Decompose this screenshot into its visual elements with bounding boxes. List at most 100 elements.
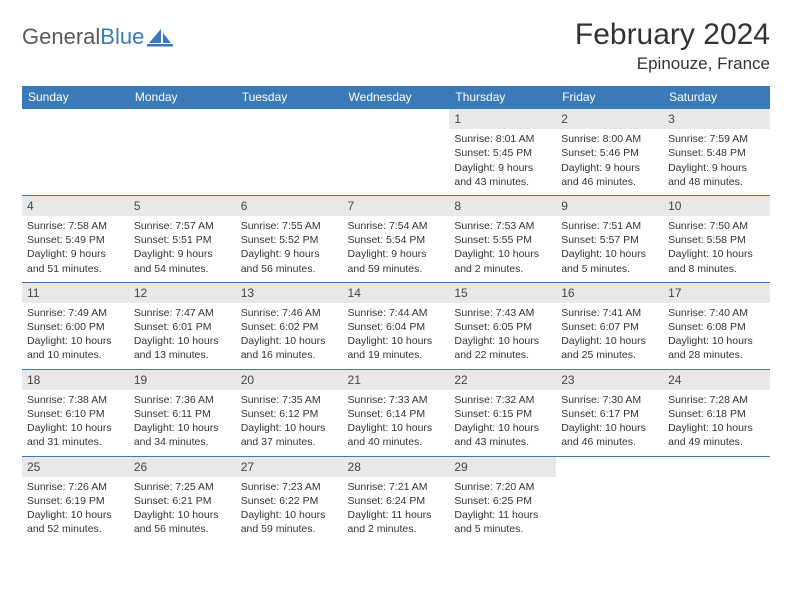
day-cell: 16Sunrise: 7:41 AMSunset: 6:07 PMDayligh… <box>556 282 663 369</box>
week-row: 11Sunrise: 7:49 AMSunset: 6:00 PMDayligh… <box>22 282 770 369</box>
sunrise-text: Sunrise: 7:43 AM <box>454 306 551 320</box>
week-row: 18Sunrise: 7:38 AMSunset: 6:10 PMDayligh… <box>22 369 770 456</box>
sunset-text: Sunset: 5:54 PM <box>348 233 445 247</box>
day-cell: 18 Sunrise: 7:38 AMSunset: 6:10 PMDayligh… <box>22 369 129 456</box>
brand-part1: General <box>22 24 100 50</box>
sunset-text: Sunset: 6:04 PM <box>348 320 445 334</box>
sunset-text: Sunset: 5:58 PM <box>668 233 765 247</box>
day-number: 10 <box>663 196 770 216</box>
daylight-text: Daylight: 10 hours and 59 minutes. <box>241 508 338 536</box>
day-number: 7 <box>343 196 450 216</box>
sunset-text: Sunset: 6:18 PM <box>668 407 765 421</box>
day-number: 18 <box>22 370 129 390</box>
day-number: 24 <box>663 370 770 390</box>
sunset-text: Sunset: 5:57 PM <box>561 233 658 247</box>
day-number: 15 <box>449 283 556 303</box>
empty-cell: . <box>556 456 663 542</box>
day-cell: 25Sunrise: 7:26 AMSunset: 6:19 PMDayligh… <box>22 456 129 542</box>
daylight-text: Daylight: 9 hours and 48 minutes. <box>668 161 765 189</box>
day-number: 2 <box>556 109 663 129</box>
daylight-text: Daylight: 11 hours and 2 minutes. <box>348 508 445 536</box>
brand-logo: GeneralBlue <box>22 18 173 50</box>
day-number: 16 <box>556 283 663 303</box>
sunrise-text: Sunrise: 7:38 AM <box>27 393 124 407</box>
day-cell: 1Sunrise: 8:01 AMSunset: 5:45 PMDaylight… <box>449 109 556 196</box>
sunset-text: Sunset: 6:15 PM <box>454 407 551 421</box>
day-header: Wednesday <box>343 86 450 109</box>
daylight-text: Daylight: 9 hours and 56 minutes. <box>241 247 338 275</box>
daylight-text: Daylight: 10 hours and 22 minutes. <box>454 334 551 362</box>
day-cell: 2Sunrise: 8:00 AMSunset: 5:46 PMDaylight… <box>556 109 663 196</box>
day-cell: 22Sunrise: 7:32 AMSunset: 6:15 PMDayligh… <box>449 369 556 456</box>
week-row: 25Sunrise: 7:26 AMSunset: 6:19 PMDayligh… <box>22 456 770 542</box>
day-number: 4 <box>22 196 129 216</box>
daylight-text: Daylight: 10 hours and 19 minutes. <box>348 334 445 362</box>
sunset-text: Sunset: 5:45 PM <box>454 146 551 160</box>
daylight-text: Daylight: 10 hours and 31 minutes. <box>27 421 124 449</box>
day-cell: 29Sunrise: 7:20 AMSunset: 6:25 PMDayligh… <box>449 456 556 542</box>
sunset-text: Sunset: 6:10 PM <box>27 407 124 421</box>
day-number: 23 <box>556 370 663 390</box>
day-cell: 28Sunrise: 7:21 AMSunset: 6:24 PMDayligh… <box>343 456 450 542</box>
week-row: ....1Sunrise: 8:01 AMSunset: 5:45 PMDayl… <box>22 109 770 196</box>
daylight-text: Daylight: 10 hours and 5 minutes. <box>561 247 658 275</box>
day-cell: 19Sunrise: 7:36 AMSunset: 6:11 PMDayligh… <box>129 369 236 456</box>
empty-cell: . <box>343 109 450 196</box>
day-number: 25 <box>22 457 129 477</box>
daylight-text: Daylight: 10 hours and 52 minutes. <box>27 508 124 536</box>
daylight-text: Daylight: 10 hours and 34 minutes. <box>134 421 231 449</box>
empty-cell: . <box>236 109 343 196</box>
sunrise-text: Sunrise: 7:46 AM <box>241 306 338 320</box>
sunset-text: Sunset: 6:05 PM <box>454 320 551 334</box>
day-number: 29 <box>449 457 556 477</box>
day-number: 14 <box>343 283 450 303</box>
sunset-text: Sunset: 6:08 PM <box>668 320 765 334</box>
daylight-text: Daylight: 11 hours and 5 minutes. <box>454 508 551 536</box>
sunset-text: Sunset: 6:07 PM <box>561 320 658 334</box>
sunrise-text: Sunrise: 7:21 AM <box>348 480 445 494</box>
title-block: February 2024 Epinouze, France <box>575 18 770 74</box>
daylight-text: Daylight: 9 hours and 43 minutes. <box>454 161 551 189</box>
day-number: 11 <box>22 283 129 303</box>
sunset-text: Sunset: 5:55 PM <box>454 233 551 247</box>
day-cell: 21Sunrise: 7:33 AMSunset: 6:14 PMDayligh… <box>343 369 450 456</box>
day-header: Friday <box>556 86 663 109</box>
day-number: 20 <box>236 370 343 390</box>
sunrise-text: Sunrise: 7:33 AM <box>348 393 445 407</box>
empty-cell: . <box>129 109 236 196</box>
day-number: 1 <box>449 109 556 129</box>
brand-part2: Blue <box>100 24 144 50</box>
daylight-text: Daylight: 10 hours and 56 minutes. <box>134 508 231 536</box>
sunrise-text: Sunrise: 7:26 AM <box>27 480 124 494</box>
day-number: 9 <box>556 196 663 216</box>
day-cell: 9Sunrise: 7:51 AMSunset: 5:57 PMDaylight… <box>556 195 663 282</box>
day-header: Monday <box>129 86 236 109</box>
sunrise-text: Sunrise: 7:30 AM <box>561 393 658 407</box>
sunrise-text: Sunrise: 8:00 AM <box>561 132 658 146</box>
empty-cell: . <box>22 109 129 196</box>
day-number: 5 <box>129 196 236 216</box>
day-cell: 10Sunrise: 7:50 AMSunset: 5:58 PMDayligh… <box>663 195 770 282</box>
brand-sail-icon <box>147 27 173 47</box>
sunrise-text: Sunrise: 7:41 AM <box>561 306 658 320</box>
calendar-body: ....1Sunrise: 8:01 AMSunset: 5:45 PMDayl… <box>22 109 770 543</box>
daylight-text: Daylight: 10 hours and 16 minutes. <box>241 334 338 362</box>
daylight-text: Daylight: 10 hours and 28 minutes. <box>668 334 765 362</box>
day-cell: 13Sunrise: 7:46 AMSunset: 6:02 PMDayligh… <box>236 282 343 369</box>
day-cell: 3Sunrise: 7:59 AMSunset: 5:48 PMDaylight… <box>663 109 770 196</box>
sunrise-text: Sunrise: 7:32 AM <box>454 393 551 407</box>
day-number: 12 <box>129 283 236 303</box>
daylight-text: Daylight: 10 hours and 2 minutes. <box>454 247 551 275</box>
daylight-text: Daylight: 10 hours and 46 minutes. <box>561 421 658 449</box>
day-number: 3 <box>663 109 770 129</box>
sunrise-text: Sunrise: 7:53 AM <box>454 219 551 233</box>
day-header: Thursday <box>449 86 556 109</box>
sunrise-text: Sunrise: 7:20 AM <box>454 480 551 494</box>
sunrise-text: Sunrise: 7:58 AM <box>27 219 124 233</box>
day-cell: 7Sunrise: 7:54 AMSunset: 5:54 PMDaylight… <box>343 195 450 282</box>
sunset-text: Sunset: 5:48 PM <box>668 146 765 160</box>
sunset-text: Sunset: 5:49 PM <box>27 233 124 247</box>
day-cell: 26Sunrise: 7:25 AMSunset: 6:21 PMDayligh… <box>129 456 236 542</box>
calendar-table: SundayMondayTuesdayWednesdayThursdayFrid… <box>22 86 770 542</box>
sunset-text: Sunset: 6:22 PM <box>241 494 338 508</box>
